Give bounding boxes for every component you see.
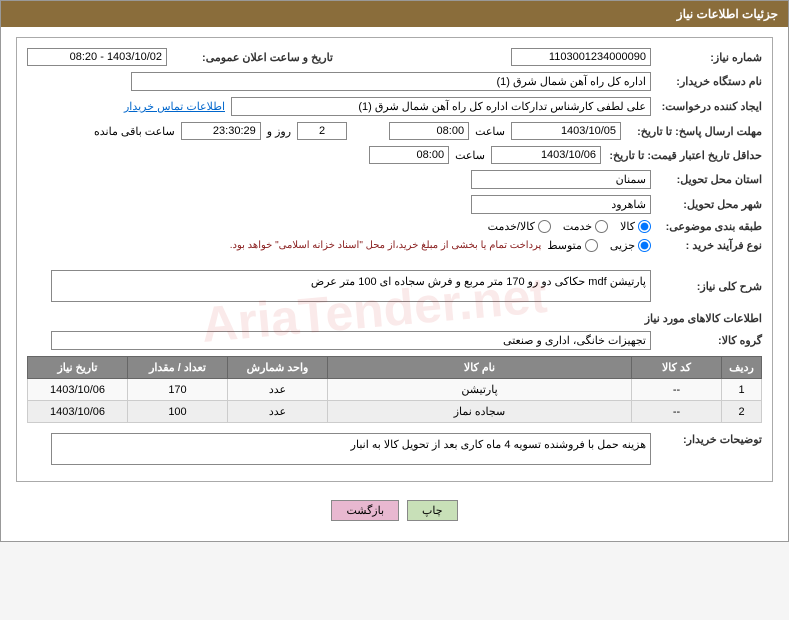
radio-partial-label: جزیی xyxy=(610,239,635,252)
requester-label: ایجاد کننده درخواست: xyxy=(657,100,762,113)
delivery-city-label: شهر محل تحویل: xyxy=(657,198,762,211)
radio-service-input[interactable] xyxy=(595,220,608,233)
days-value: 2 xyxy=(297,122,347,140)
goods-group-label: گروه کالا: xyxy=(657,334,762,347)
print-button[interactable]: چاپ xyxy=(407,500,458,521)
th-code: کد کالا xyxy=(632,357,722,379)
goods-table: ردیف کد کالا نام کالا واحد شمارش تعداد /… xyxy=(27,356,762,423)
delivery-city-value: شاهرود xyxy=(471,195,651,214)
need-number-value: 1103001234000090 xyxy=(511,48,651,66)
table-cell: -- xyxy=(632,401,722,423)
radio-goods-input[interactable] xyxy=(638,220,651,233)
radio-goods-service-label: کالا/خدمت xyxy=(488,220,535,233)
radio-partial[interactable]: جزیی xyxy=(610,239,651,252)
radio-medium-input[interactable] xyxy=(585,239,598,252)
description-value: پارتیشن mdf حکاکی دو رو 170 متر مربع و ف… xyxy=(51,270,651,302)
radio-goods-label: کالا xyxy=(620,220,635,233)
radio-goods[interactable]: کالا xyxy=(620,220,651,233)
th-name: نام کالا xyxy=(328,357,632,379)
row-buyer-notes: توضیحات خریدار: هزینه حمل با فروشنده تسو… xyxy=(27,433,762,465)
buyer-notes-value: هزینه حمل با فروشنده تسویه 4 ماه کاری بع… xyxy=(51,433,651,465)
row-delivery-city: شهر محل تحویل: شاهرود xyxy=(27,195,762,214)
th-date: تاریخ نیاز xyxy=(28,357,128,379)
buyer-org-label: نام دستگاه خریدار: xyxy=(657,75,762,88)
radio-service-label: خدمت xyxy=(563,220,592,233)
announce-date-value: 1403/10/02 - 08:20 xyxy=(27,48,167,66)
table-cell: 1 xyxy=(722,379,762,401)
table-row: 2--سجاده نمازعدد1001403/10/06 xyxy=(28,401,762,423)
table-row: 1--پارتیشنعدد1701403/10/06 xyxy=(28,379,762,401)
table-body: 1--پارتیشنعدد1701403/10/062--سجاده نمازع… xyxy=(28,379,762,423)
th-qty: تعداد / مقدار xyxy=(128,357,228,379)
days-label: روز و xyxy=(267,125,291,138)
time-label-2: ساعت xyxy=(455,149,485,162)
time-label-1: ساعت xyxy=(475,125,505,138)
radio-partial-input[interactable] xyxy=(638,239,651,252)
radio-goods-service-input[interactable] xyxy=(538,220,551,233)
table-cell: -- xyxy=(632,379,722,401)
row-description: شرح کلی نیاز: پارتیشن mdf حکاکی دو رو 17… xyxy=(27,270,762,302)
footer-actions: چاپ بازگشت xyxy=(16,490,773,531)
announce-date-label: تاریخ و ساعت اعلان عمومی: xyxy=(173,51,333,64)
requester-value: علی لطفی کارشناس تدارکات اداره کل راه آه… xyxy=(231,97,651,116)
price-date-value: 1403/10/06 xyxy=(491,146,601,164)
radio-goods-service[interactable]: کالا/خدمت xyxy=(488,220,551,233)
buyer-org-value: اداره کل راه آهن شمال شرق (1) xyxy=(131,72,651,91)
process-type-label: نوع فرآیند خرید : xyxy=(657,239,762,252)
response-deadline-label: مهلت ارسال پاسخ: تا تاریخ: xyxy=(627,125,762,138)
response-time-value: 08:00 xyxy=(389,122,469,140)
panel-header: جزئیات اطلاعات نیاز xyxy=(1,1,788,27)
buyer-contact-link[interactable]: اطلاعات تماس خریدار xyxy=(124,100,225,113)
row-price-validity: حداقل تاریخ اعتبار قیمت: تا تاریخ: 1403/… xyxy=(27,146,762,164)
remaining-value: 23:30:29 xyxy=(181,122,261,140)
table-cell: 100 xyxy=(128,401,228,423)
remaining-label: ساعت باقی مانده xyxy=(94,125,175,138)
radio-service[interactable]: خدمت xyxy=(563,220,608,233)
process-radio-group: جزیی متوسط xyxy=(547,239,651,252)
price-time-value: 08:00 xyxy=(369,146,449,164)
table-cell: 2 xyxy=(722,401,762,423)
delivery-province-value: سمنان xyxy=(471,170,651,189)
row-category: طبقه بندی موضوعی: کالا خدمت کالا/خدمت xyxy=(27,220,762,233)
table-cell: پارتیشن xyxy=(328,379,632,401)
table-header-row: ردیف کد کالا نام کالا واحد شمارش تعداد /… xyxy=(28,357,762,379)
goods-group-value: تجهیزات خانگی، اداری و صنعتی xyxy=(51,331,651,350)
price-validity-label: حداقل تاریخ اعتبار قیمت: تا تاریخ: xyxy=(607,149,762,162)
category-label: طبقه بندی موضوعی: xyxy=(657,220,762,233)
details-section: شماره نیاز: 1103001234000090 تاریخ و ساع… xyxy=(16,37,773,482)
payment-note: پرداخت تمام یا بخشی از مبلغ خرید،از محل … xyxy=(230,240,542,251)
description-label: شرح کلی نیاز: xyxy=(657,280,762,293)
row-process-type: نوع فرآیند خرید : جزیی متوسط پرداخت تمام… xyxy=(27,239,762,252)
main-container: AriaTender.net جزئیات اطلاعات نیاز شماره… xyxy=(0,0,789,542)
table-cell: عدد xyxy=(228,401,328,423)
table-cell: 1403/10/06 xyxy=(28,401,128,423)
need-number-label: شماره نیاز: xyxy=(657,51,762,64)
radio-medium-label: متوسط xyxy=(547,239,582,252)
response-date-value: 1403/10/05 xyxy=(511,122,621,140)
row-buyer-org: نام دستگاه خریدار: اداره کل راه آهن شمال… xyxy=(27,72,762,91)
table-cell: 170 xyxy=(128,379,228,401)
goods-info-title: اطلاعات کالاهای مورد نیاز xyxy=(27,312,762,325)
table-cell: سجاده نماز xyxy=(328,401,632,423)
row-response-deadline: مهلت ارسال پاسخ: تا تاریخ: 1403/10/05 سا… xyxy=(27,122,762,140)
row-delivery-province: استان محل تحویل: سمنان xyxy=(27,170,762,189)
table-cell: عدد xyxy=(228,379,328,401)
back-button[interactable]: بازگشت xyxy=(331,500,399,521)
table-cell: 1403/10/06 xyxy=(28,379,128,401)
buyer-notes-label: توضیحات خریدار: xyxy=(657,433,762,446)
row-requester: ایجاد کننده درخواست: علی لطفی کارشناس تد… xyxy=(27,97,762,116)
category-radio-group: کالا خدمت کالا/خدمت xyxy=(488,220,651,233)
row-goods-group: گروه کالا: تجهیزات خانگی، اداری و صنعتی xyxy=(27,331,762,350)
th-unit: واحد شمارش xyxy=(228,357,328,379)
content-area: شماره نیاز: 1103001234000090 تاریخ و ساع… xyxy=(1,27,788,541)
radio-medium[interactable]: متوسط xyxy=(547,239,598,252)
delivery-province-label: استان محل تحویل: xyxy=(657,173,762,186)
th-row: ردیف xyxy=(722,357,762,379)
row-need-number: شماره نیاز: 1103001234000090 تاریخ و ساع… xyxy=(27,48,762,66)
